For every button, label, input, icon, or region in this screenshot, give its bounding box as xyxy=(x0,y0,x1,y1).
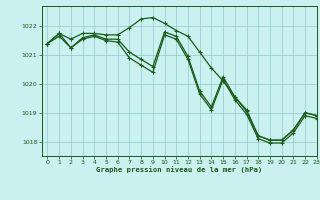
X-axis label: Graphe pression niveau de la mer (hPa): Graphe pression niveau de la mer (hPa) xyxy=(96,167,262,173)
